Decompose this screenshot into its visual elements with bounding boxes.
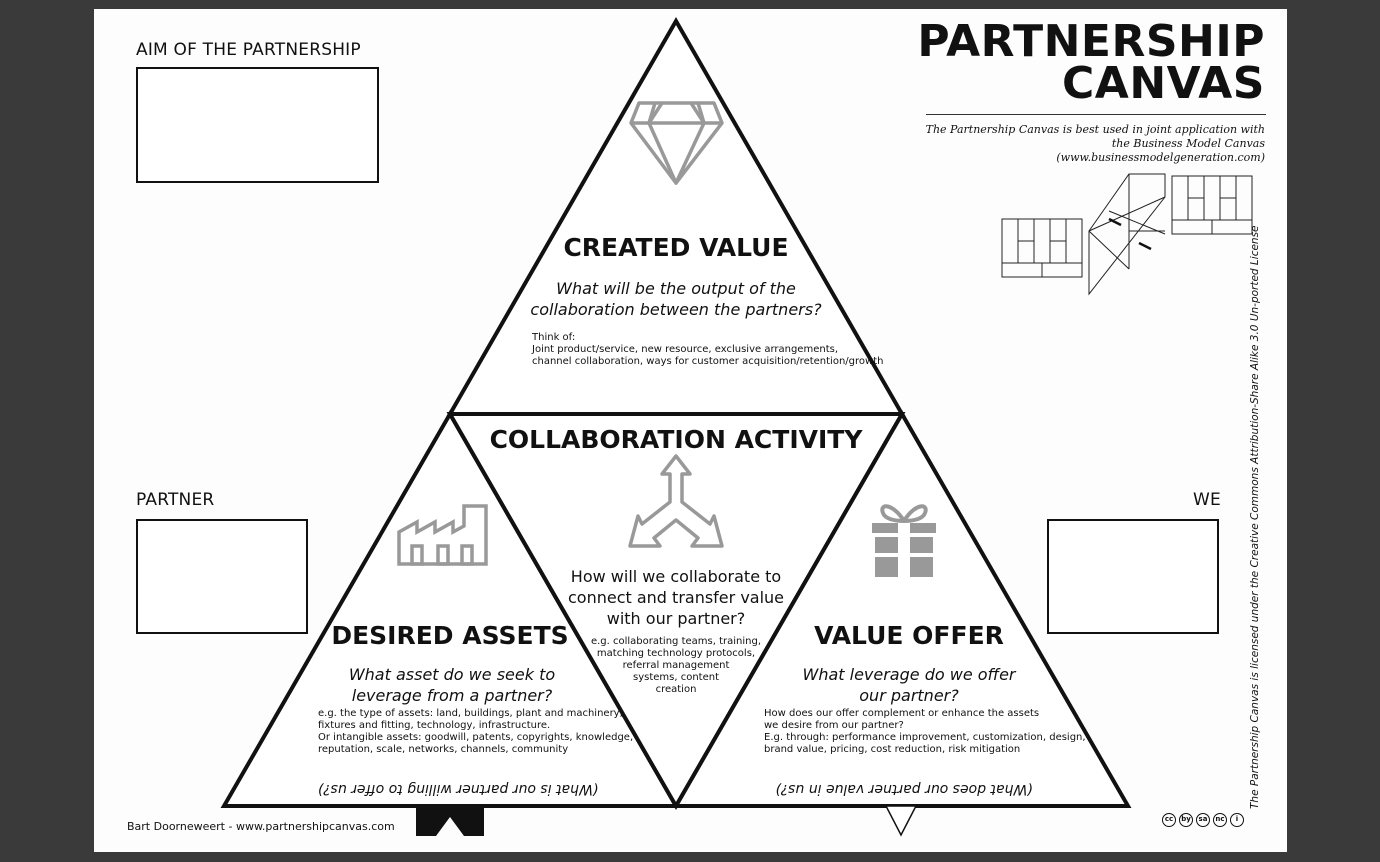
- desired-assets-flipped-question: (What is our partner willing to offer us…: [317, 781, 599, 797]
- value-offer-line2: we desire from our partner?: [764, 720, 904, 731]
- collaboration-example-line: e.g. collaborating teams, training,: [590, 636, 762, 647]
- canvas-page: AIM OF THE PARTNERSHIP PARTNER WE PARTNE…: [94, 9, 1287, 852]
- bottom-tab-left: [416, 806, 484, 836]
- desired-assets-question: What asset do we seek to leverage from a…: [348, 665, 556, 705]
- desired-assets-line1: e.g. the type of assets: land, buildings…: [318, 708, 623, 719]
- we-label: WE: [1193, 490, 1221, 510]
- page-title: PARTNERSHIP CANVAS: [917, 16, 1265, 109]
- info-icon: i: [1230, 813, 1244, 827]
- partnership-pyramid: [220, 16, 1132, 837]
- attribution-icon: by: [1179, 813, 1193, 827]
- collaboration-question: How will we collaborate to connect and t…: [567, 567, 785, 628]
- created-value-heading: CREATED VALUE: [563, 233, 789, 262]
- title-line1: PARTNERSHIP: [917, 16, 1265, 67]
- collaboration-example-line: creation: [655, 684, 697, 695]
- share-alike-icon: sa: [1196, 813, 1210, 827]
- license-text: The Partnership Canvas is licensed under…: [1249, 225, 1261, 809]
- value-offer-line1: How does our offer complement or enhance…: [764, 708, 1040, 719]
- aim-label: AIM OF THE PARTNERSHIP: [136, 40, 361, 60]
- desired-assets-line3: Or intangible assets: goodwill, patents,…: [318, 732, 634, 743]
- partner-label: PARTNER: [136, 490, 215, 510]
- diamond-icon: [629, 101, 724, 185]
- value-offer-flipped-question: (What does our partner value in us?): [775, 781, 1033, 797]
- desired-assets-line4: reputation, scale, networks, channels, c…: [318, 744, 569, 755]
- noncommercial-icon: nc: [1213, 813, 1227, 827]
- collaboration-example-line: matching technology protocols,: [596, 648, 756, 659]
- created-value-think-line1: Joint product/service, new resource, exc…: [532, 344, 839, 355]
- three-way-arrow-icon: [628, 454, 724, 548]
- cc-license-icons: cc by sa nc i: [1162, 813, 1244, 827]
- value-offer-heading: VALUE OFFER: [814, 621, 1004, 650]
- collaboration-example-line: referral management: [622, 660, 730, 671]
- collaboration-heading: COLLABORATION ACTIVITY: [489, 425, 863, 454]
- cc-icon: cc: [1162, 813, 1176, 827]
- business-model-canvas-illustration-icon: [1001, 173, 1253, 296]
- value-offer-question: What leverage do we offer our partner?: [802, 665, 1016, 705]
- created-value-question: What will be the output of the collabora…: [530, 279, 822, 319]
- collaboration-example-line: systems, content: [632, 672, 719, 683]
- desired-assets-heading: DESIRED ASSETS: [331, 621, 569, 650]
- gift-icon: [872, 504, 936, 579]
- created-value-think-title: Think of:: [532, 332, 576, 343]
- aim-input-box[interactable]: [136, 67, 379, 183]
- value-offer-line3: E.g. through: performance improvement, c…: [764, 732, 1086, 743]
- partner-input-box[interactable]: [136, 519, 308, 634]
- value-offer-line4: brand value, pricing, cost reduction, ri…: [764, 744, 1021, 755]
- bottom-tab-right: [884, 805, 918, 837]
- title-divider: [926, 114, 1266, 115]
- footer-credit: Bart Doorneweert - www.partnershipcanvas…: [127, 820, 395, 833]
- created-value-think-line2: channel collaboration, ways for customer…: [532, 356, 884, 367]
- factory-icon: [397, 504, 488, 566]
- title-line2: CANVAS: [1062, 58, 1265, 109]
- title-subnote: The Partnership Canvas is best used in j…: [925, 123, 1265, 164]
- desired-assets-line2: fixtures and fitting, technology, infras…: [318, 720, 551, 731]
- we-input-box[interactable]: [1047, 519, 1219, 634]
- collaboration-examples: e.g. collaborating teams, training, matc…: [574, 636, 778, 696]
